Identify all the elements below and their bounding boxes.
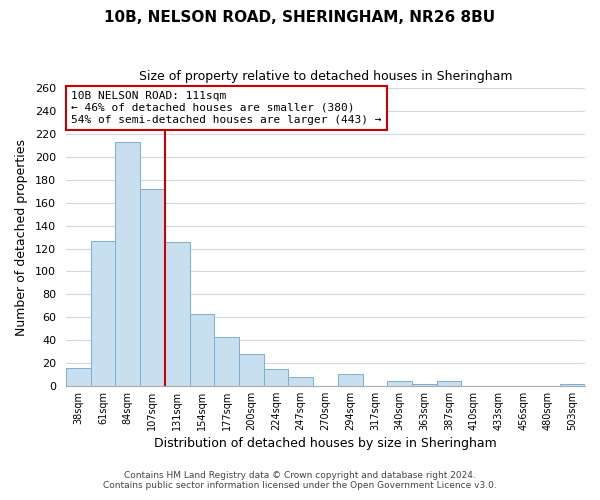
Bar (239, 354, 263, 386)
Text: 10B NELSON ROAD: 111sqm
← 46% of detached houses are smaller (380)
54% of semi-d: 10B NELSON ROAD: 111sqm ← 46% of detache… (71, 92, 382, 124)
Bar (140, 189, 165, 386)
Bar (214, 336, 239, 386)
Bar (66, 368, 91, 386)
Bar (560, 384, 585, 386)
Title: Size of property relative to detached houses in Sheringham: Size of property relative to detached ho… (139, 70, 512, 83)
Bar (387, 381, 412, 386)
Bar (190, 314, 214, 386)
Bar (91, 240, 115, 386)
Bar (338, 374, 362, 386)
Bar (165, 242, 190, 386)
Bar (437, 381, 461, 386)
Bar (289, 376, 313, 386)
Bar (115, 142, 140, 386)
Text: 10B, NELSON ROAD, SHERINGHAM, NR26 8BU: 10B, NELSON ROAD, SHERINGHAM, NR26 8BU (104, 10, 496, 25)
Bar (412, 384, 437, 386)
X-axis label: Distribution of detached houses by size in Sheringham: Distribution of detached houses by size … (154, 437, 497, 450)
Bar (263, 368, 289, 386)
Text: Contains HM Land Registry data © Crown copyright and database right 2024.
Contai: Contains HM Land Registry data © Crown c… (103, 470, 497, 490)
Y-axis label: Number of detached properties: Number of detached properties (15, 138, 28, 336)
